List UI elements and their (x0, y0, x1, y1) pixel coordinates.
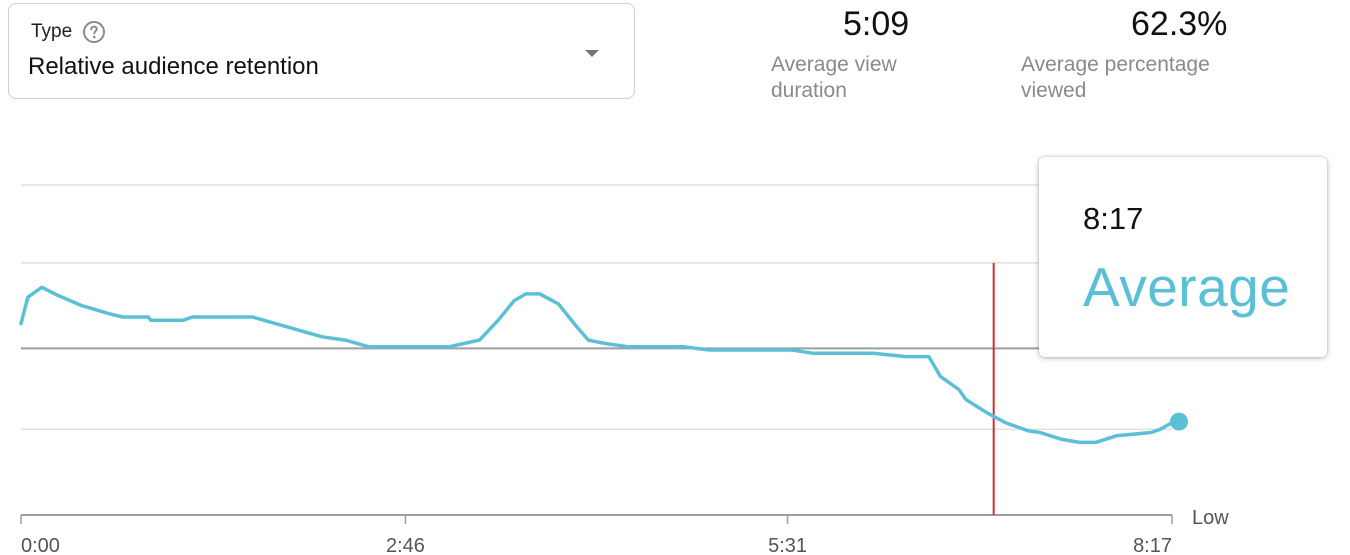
chart-axis (20, 514, 1173, 524)
type-select[interactable]: Type Relative audience retention (8, 3, 635, 99)
average-percentage-viewed-label: Average percentage viewed (1021, 52, 1210, 104)
average-view-duration-label-line2: duration (771, 79, 847, 102)
dropdown-arrow-icon (585, 50, 599, 57)
type-selected-value: Relative audience retention (28, 53, 319, 80)
x-tick-label-2: 5:31 (768, 535, 807, 555)
chart-labels: 0:00 2:46 5:31 8:17 Low (21, 507, 1229, 555)
type-label-row: Type (31, 20, 106, 44)
chart-grid (21, 184, 1172, 430)
x-tick-label-3: 8:17 (1133, 535, 1172, 555)
chart-series (19, 262, 1188, 515)
type-label: Type (31, 21, 73, 42)
retention-series-line (19, 285, 1174, 445)
tooltip-time: 8:17 (1083, 201, 1144, 236)
chart-tooltip: 8:17 Average (1039, 157, 1327, 357)
x-tick-label-1: 2:46 (386, 535, 425, 555)
average-percentage-viewed-label-line1: Average percentage (1021, 53, 1210, 76)
tooltip-value: Average (1083, 256, 1291, 318)
average-view-duration-label-line1: Average view (771, 53, 897, 76)
average-percentage-viewed-label-line2: viewed (1021, 79, 1087, 102)
hover-point-marker (1170, 412, 1188, 431)
help-circle-icon[interactable] (82, 20, 106, 44)
y-level-label-low: Low (1192, 507, 1229, 529)
average-percentage-viewed-value: 62.3% (1131, 5, 1228, 43)
average-view-duration-value: 5:09 (843, 5, 910, 43)
average-view-duration-label: Average view duration (771, 52, 897, 104)
x-tick-label-0: 0:00 (21, 535, 60, 555)
